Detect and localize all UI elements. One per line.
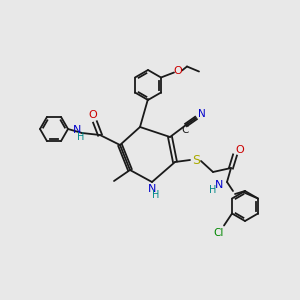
Text: C: C: [181, 125, 189, 135]
Text: N: N: [198, 109, 206, 119]
Text: N: N: [73, 125, 81, 135]
Text: O: O: [88, 110, 98, 120]
Text: N: N: [215, 180, 223, 190]
Text: H: H: [209, 185, 217, 195]
Text: N: N: [148, 184, 156, 194]
Text: S: S: [192, 154, 200, 166]
Text: H: H: [77, 132, 85, 142]
Text: O: O: [236, 145, 244, 155]
Text: O: O: [174, 65, 182, 76]
Text: Cl: Cl: [214, 229, 224, 238]
Text: H: H: [152, 190, 160, 200]
